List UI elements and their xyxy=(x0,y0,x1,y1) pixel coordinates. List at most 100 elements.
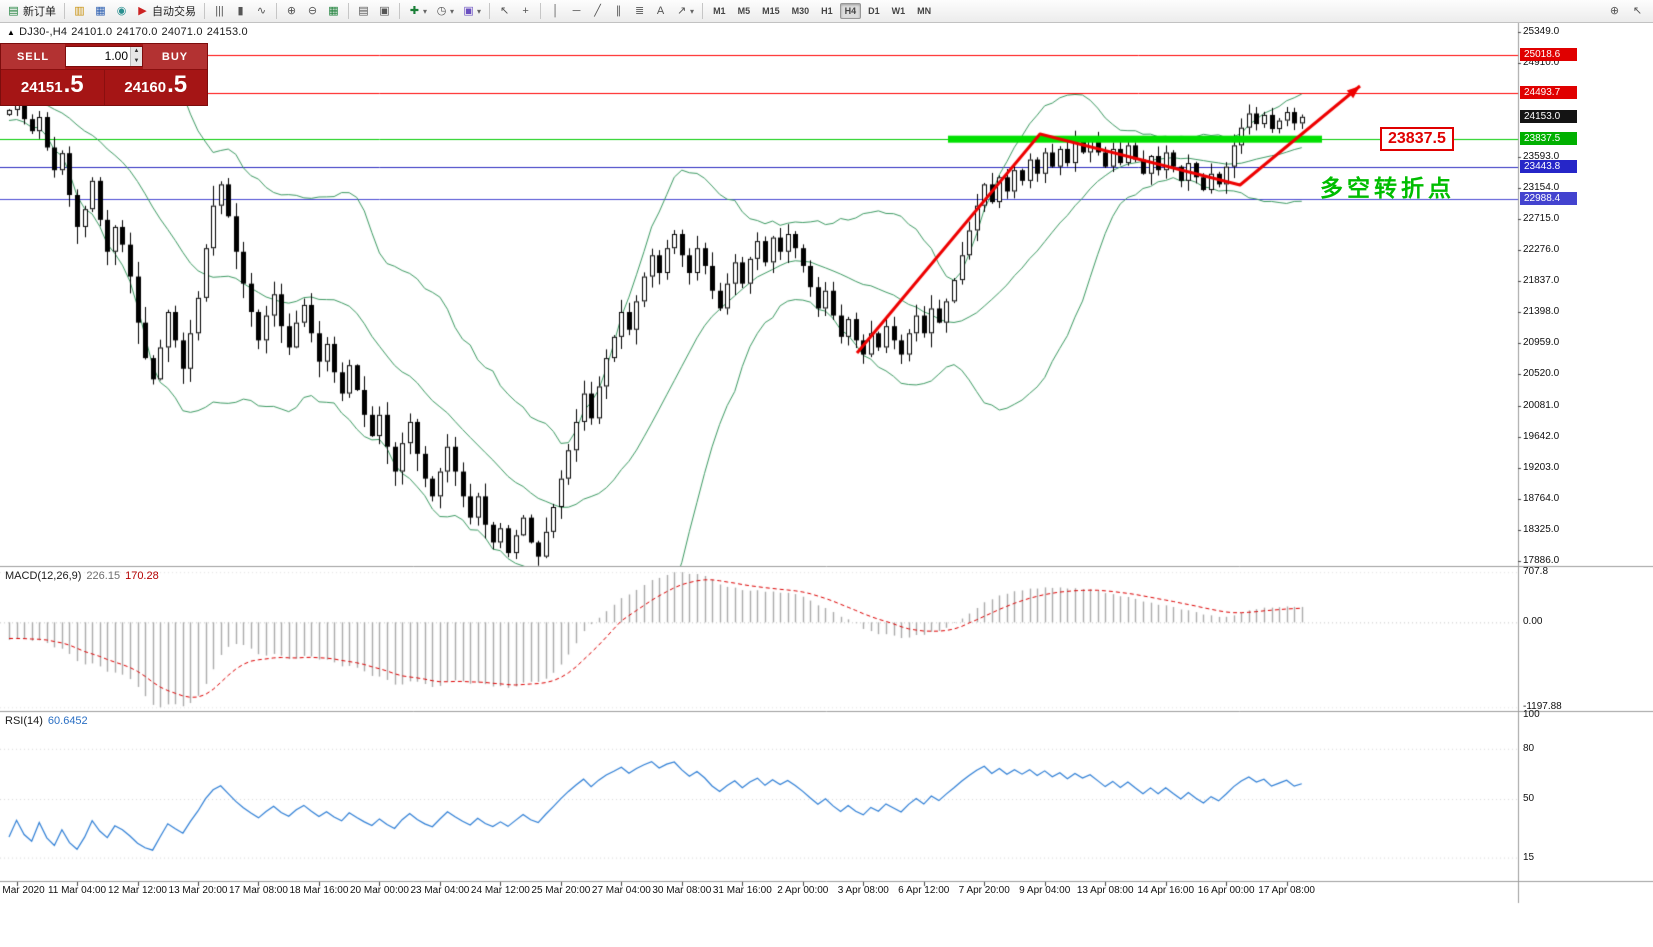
rsi-scale-label: 80 xyxy=(1523,742,1535,754)
time-axis-label: 30 Mar 08:00 xyxy=(652,885,712,896)
arrange-windows-icon: ▤ xyxy=(358,5,369,17)
bar-chart-icon: ||| xyxy=(215,5,224,17)
price-scale-label: 19203.0 xyxy=(1523,461,1560,473)
toolbar-separator xyxy=(702,3,704,19)
price-tag: 25018.6 xyxy=(1520,48,1577,62)
arrows-tool-icon: ↗ xyxy=(676,5,687,17)
line-chart-icon: ∿ xyxy=(256,5,267,17)
templates-icon: ▣ xyxy=(463,5,474,17)
cascade-windows-icon: ▣ xyxy=(379,5,390,17)
macd-title: MACD(12,26,9) xyxy=(5,570,82,582)
navigator-icon: ◉ xyxy=(116,5,127,17)
dropdown-caret-icon: ▾ xyxy=(423,6,428,16)
time-axis-label: 13 Mar 20:00 xyxy=(168,885,228,896)
price-scale-label: 21398.0 xyxy=(1523,306,1560,318)
dropdown-caret-icon: ▾ xyxy=(477,6,482,16)
volume-input[interactable]: 1.00 xyxy=(104,49,128,63)
timeframe-m30-button[interactable]: M30 xyxy=(791,6,810,16)
cursor-icon: ↖ xyxy=(499,5,510,17)
zoom-in-button[interactable]: ⊕ xyxy=(281,1,302,21)
price-tag: 23837.5 xyxy=(1520,132,1577,146)
crosshair-button[interactable]: + xyxy=(515,1,536,21)
bar-chart-button[interactable]: ||| xyxy=(209,1,230,21)
price-scale-label: 23593.0 xyxy=(1523,150,1560,162)
price-scale-label: 25349.0 xyxy=(1523,26,1560,37)
timeframe-m15-button[interactable]: M15 xyxy=(762,6,780,16)
price-scale-label: 21837.0 xyxy=(1523,275,1560,287)
sell-price-fraction: .5 xyxy=(63,71,84,98)
toolbar-separator xyxy=(540,3,542,19)
price-scale-label: 18325.0 xyxy=(1523,524,1560,536)
line-chart-button[interactable]: ∿ xyxy=(251,1,272,21)
cursor-button[interactable]: ↖ xyxy=(494,1,515,21)
time-axis-label: 23 Mar 04:00 xyxy=(410,885,470,896)
sell-price-main: 24151 xyxy=(20,79,63,96)
periods-button[interactable]: ◷ ▾ xyxy=(431,1,458,21)
time-axis-label: 17 Apr 08:00 xyxy=(1258,885,1315,896)
candlestick-chart-icon: ▮ xyxy=(237,5,244,17)
rsi-value: 60.6452 xyxy=(47,715,88,727)
price-scale-label: 19642.0 xyxy=(1523,430,1560,442)
chart-canvas[interactable] xyxy=(0,23,1653,947)
volume-down-button[interactable]: ▼ xyxy=(130,56,142,66)
sell-price[interactable]: 24151 .5 xyxy=(1,70,105,105)
trendline-button[interactable]: ╱ xyxy=(587,1,608,21)
cascade-windows-button[interactable]: ▣ xyxy=(374,1,395,21)
macd-scale-label: -1197.88 xyxy=(1523,701,1562,713)
volume-up-button[interactable]: ▲ xyxy=(130,47,142,57)
pointer-button[interactable]: ↖ xyxy=(1627,1,1648,21)
time-axis-label: 16 Apr 00:00 xyxy=(1197,885,1255,896)
charts-button[interactable]: ▥ xyxy=(69,1,90,21)
sell-button[interactable]: SELL xyxy=(1,44,65,69)
vertical-line-button[interactable]: │ xyxy=(545,1,566,21)
timeframe-w1-button[interactable]: W1 xyxy=(891,6,906,16)
fibonacci-icon: ≣ xyxy=(634,5,645,17)
fibonacci-button[interactable]: ≣ xyxy=(629,1,650,21)
toolbar-separator xyxy=(276,3,277,19)
timeframe-mn-button[interactable]: MN xyxy=(917,6,932,16)
buy-price[interactable]: 24160 .5 xyxy=(105,70,208,105)
time-axis-label: 31 Mar 16:00 xyxy=(712,885,772,896)
timeframe-h4-button[interactable]: H4 xyxy=(839,3,862,19)
price-scale-label: 20081.0 xyxy=(1523,399,1560,411)
data-window-button[interactable]: ▦ xyxy=(90,1,111,21)
toolbar-right-icons: ⊕ ↖ xyxy=(1604,1,1648,21)
search-zoom-button[interactable]: ⊕ xyxy=(1604,1,1625,21)
one-click-trading-panel: SELL 1.00 ▲ ▼ BUY 24151 .5 24160 .5 xyxy=(0,43,208,106)
time-axis-label: 11 Mar 04:00 xyxy=(47,885,107,896)
macd-scale-label: 0.00 xyxy=(1523,616,1543,628)
high-value: 24170.0 xyxy=(116,26,158,38)
zoom-in-icon: ⊕ xyxy=(286,5,297,17)
macd-indicator-header: MACD(12,26,9) 226.15 170.28 xyxy=(5,570,159,582)
indicators-icon: ✚ xyxy=(409,5,420,17)
time-axis-label: 6 Apr 12:00 xyxy=(898,885,950,896)
tile-windows-icon: ▦ xyxy=(328,5,339,17)
indicators-button[interactable]: ✚ ▾ xyxy=(404,1,431,21)
time-axis-label: 7 Apr 20:00 xyxy=(958,885,1010,896)
new-order-button[interactable]: ▤ 新订单 xyxy=(3,1,60,21)
vertical-line-icon: │ xyxy=(552,5,559,17)
tile-windows-button[interactable]: ▦ xyxy=(323,1,344,21)
text-tool-button[interactable]: A xyxy=(650,1,671,21)
price-scale-label: 24910.0 xyxy=(1523,57,1560,69)
autotrading-button[interactable]: ▶ 自动交易 xyxy=(132,1,200,21)
zoom-out-button[interactable]: ⊖ xyxy=(302,1,323,21)
channel-button[interactable]: ∥ xyxy=(608,1,629,21)
rsi-indicator-header: RSI(14) 60.6452 xyxy=(5,715,88,727)
timeframe-h1-button[interactable]: H1 xyxy=(821,6,833,16)
arrange-windows-button[interactable]: ▤ xyxy=(353,1,374,21)
time-axis-label: 24 Mar 12:00 xyxy=(470,885,530,896)
price-scale-label: 20520.0 xyxy=(1523,368,1560,380)
candlestick-chart-button[interactable]: ▮ xyxy=(230,1,251,21)
collapse-panel-icon[interactable]: ▲ xyxy=(7,28,16,37)
price-scale-label: 22715.0 xyxy=(1523,212,1560,224)
arrows-tool-button[interactable]: ↗ ▾ xyxy=(671,1,698,21)
timeframe-m5-button[interactable]: M5 xyxy=(737,6,751,16)
templates-button[interactable]: ▣ ▾ xyxy=(458,1,485,21)
horizontal-line-button[interactable]: ─ xyxy=(566,1,587,21)
autotrading-icon: ▶ xyxy=(138,5,147,17)
navigator-button[interactable]: ◉ xyxy=(111,1,132,21)
buy-button[interactable]: BUY xyxy=(143,44,207,69)
timeframe-d1-button[interactable]: D1 xyxy=(868,6,880,16)
timeframe-m1-button[interactable]: M1 xyxy=(713,6,726,16)
